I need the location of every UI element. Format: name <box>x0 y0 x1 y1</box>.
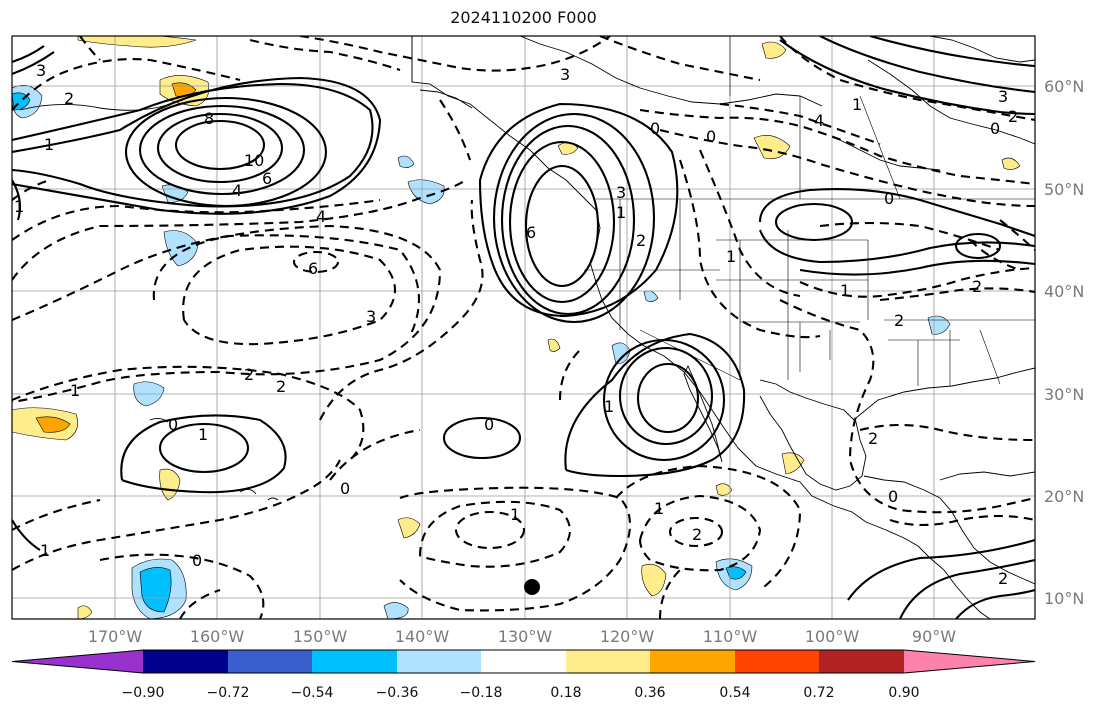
lat-label: 60°N <box>1044 77 1084 96</box>
colorbar-outline <box>11 649 1036 674</box>
positive-contours <box>12 36 1035 619</box>
location-marker <box>524 579 540 595</box>
contour-label: 3 <box>36 61 46 80</box>
colorbar-tick-labels: −0.90 −0.72 −0.54 −0.36 −0.18 0.18 0.36 … <box>122 685 920 701</box>
contour-label: 1 <box>604 397 614 416</box>
map-frame <box>11 35 1036 620</box>
contour-label: 3 <box>998 87 1008 106</box>
contour-label: 1 <box>654 499 664 518</box>
colorbar-tick: 0.18 <box>550 685 581 701</box>
colorbar-swatch <box>312 650 397 673</box>
contour-label: 0 <box>192 551 202 570</box>
lat-label: 40°N <box>1044 282 1084 301</box>
contour-label: 1 <box>44 135 54 154</box>
lon-label: 100°W <box>805 627 860 646</box>
contour-label: 0 <box>888 487 898 506</box>
lon-label: 130°W <box>498 627 553 646</box>
contour-label: 1 <box>852 95 862 114</box>
colorbar <box>11 649 1036 674</box>
contour-label: 3 <box>366 307 376 326</box>
colorbar-tick: 0.54 <box>719 685 750 701</box>
contour-label: 0 <box>990 119 1000 138</box>
lat-label: 20°N <box>1044 487 1084 506</box>
political-borders <box>411 36 1035 386</box>
contour-label: 0 <box>168 415 178 434</box>
contour-label: 4 <box>316 207 326 226</box>
contour-label: 3 <box>616 183 626 202</box>
colorbar-swatch <box>819 650 904 673</box>
contour-label: 1 <box>198 425 208 444</box>
colorbar-swatch <box>12 650 143 673</box>
lat-label: 10°N <box>1044 589 1084 608</box>
colorbar-swatch <box>566 650 650 673</box>
colorbar-tick: −0.18 <box>460 685 503 701</box>
lat-label: 30°N <box>1044 385 1084 404</box>
colorbar-swatch <box>481 650 566 673</box>
latitude-labels: 60°N 50°N 40°N 30°N 20°N 10°N <box>1044 77 1084 608</box>
contour-label: 1 <box>616 203 626 222</box>
contour-label: 0 <box>884 189 894 208</box>
contour-label: 8 <box>204 109 214 128</box>
colorbar-tick: 0.72 <box>803 685 834 701</box>
colorbar-swatch <box>735 650 819 673</box>
colorbar-tick: −0.90 <box>122 685 165 701</box>
contour-label: 6 <box>262 169 272 188</box>
contour-label: 10 <box>244 151 264 170</box>
map-title: 2024110200 F000 <box>450 8 597 27</box>
contour-label: 2 <box>868 429 878 448</box>
contour-label: 0 <box>650 119 660 138</box>
contour-label: 1 <box>726 247 736 266</box>
contour-label: 2 <box>894 311 904 330</box>
contour-label: 6 <box>308 259 318 278</box>
contour-label: 1 <box>40 541 50 560</box>
colorbar-tick: 0.90 <box>888 685 919 701</box>
lon-label: 150°W <box>293 627 348 646</box>
lon-label: 160°W <box>190 627 245 646</box>
colorbar-swatch <box>650 650 735 673</box>
contour-label: 0 <box>484 415 494 434</box>
colorbar-tick: −0.36 <box>376 685 419 701</box>
contour-label: 3 <box>560 65 570 84</box>
colorbar-swatch <box>397 650 481 673</box>
negative-contours <box>12 36 1035 619</box>
colorbar-tick: 0.36 <box>634 685 665 701</box>
contour-label: 2 <box>998 569 1008 588</box>
lon-label: 140°W <box>395 627 450 646</box>
lon-label: 120°W <box>600 627 655 646</box>
contour-label: 1 <box>14 197 24 216</box>
contour-label: 2 <box>64 89 74 108</box>
contour-label: 0 <box>340 479 350 498</box>
contour-label: 4 <box>232 181 242 200</box>
colorbar-swatch <box>904 650 1035 673</box>
contour-label: 4 <box>814 111 824 130</box>
lon-label: 110°W <box>703 627 758 646</box>
colorbar-swatch <box>228 650 312 673</box>
contour-label: 6 <box>526 223 536 242</box>
contour-label: 2 <box>692 525 702 544</box>
contour-label: 2 <box>244 365 254 384</box>
lon-label: 90°W <box>912 627 956 646</box>
gridlines <box>12 36 1035 619</box>
contour-labels: 3 2 1 8 10 6 4 4 6 3 1 2 2 0 1 0 6 0 3 1… <box>14 61 1018 588</box>
lat-label: 50°N <box>1044 180 1084 199</box>
colorbar-tick: −0.54 <box>291 685 334 701</box>
colorbar-tick: −0.72 <box>207 685 250 701</box>
contour-label: 1 <box>510 505 520 524</box>
contour-label: 2 <box>1008 107 1018 126</box>
contour-label: 2 <box>636 231 646 250</box>
contour-label: 1 <box>70 381 80 400</box>
contour-label: 0 <box>706 127 716 146</box>
contour-label: 2 <box>276 377 286 396</box>
lon-label: 170°W <box>88 627 143 646</box>
contour-label: 1 <box>840 281 850 300</box>
contour-label: 2 <box>972 277 982 296</box>
longitude-labels: 170°W 160°W 150°W 140°W 130°W 120°W 110°… <box>88 627 956 646</box>
colorbar-swatch <box>143 650 228 673</box>
